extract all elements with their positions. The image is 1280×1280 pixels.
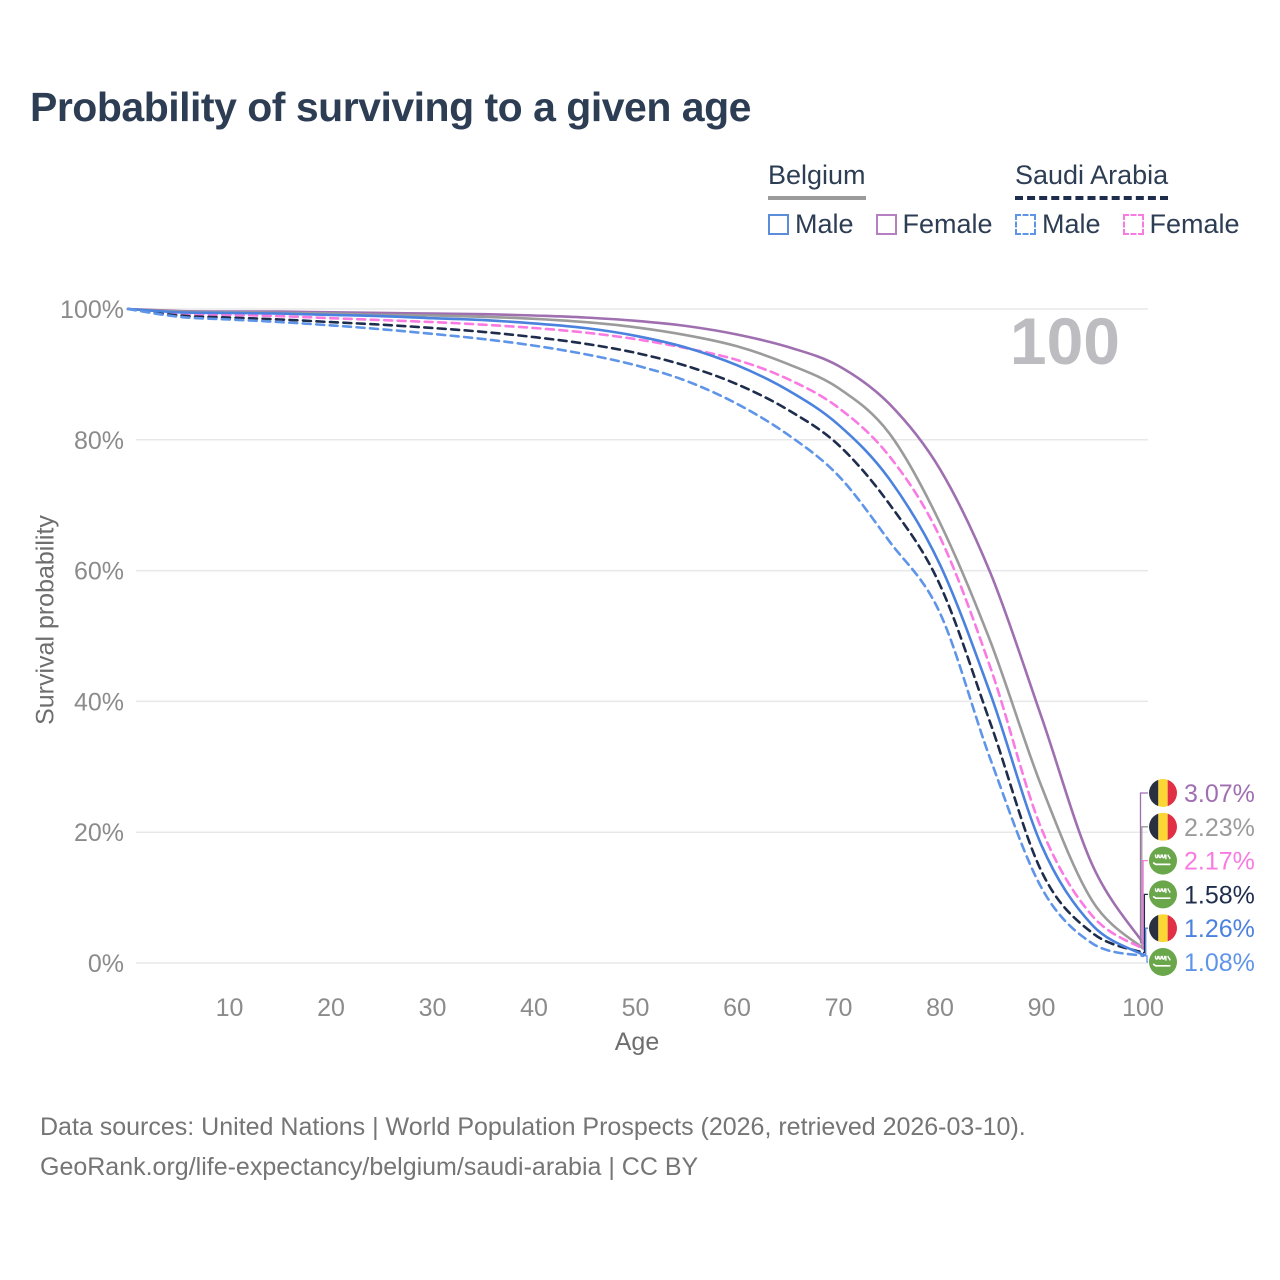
page-title: Probability of surviving to a given age [30, 84, 751, 130]
legend-group-belgium-label: Belgium [768, 160, 866, 200]
end-value-label-saudi-arabia-female: 2.17% [1184, 848, 1255, 876]
end-value-label-saudi-arabia-both-sexes: 1.58% [1184, 881, 1255, 909]
y-tick-60: 60% [74, 558, 124, 586]
x-tick-40: 40 [520, 994, 548, 1022]
footer: Data sources: United Nations | World Pop… [40, 1107, 1026, 1187]
end-connector-saudi-arabia-female [1142, 859, 1148, 950]
legend-group-saudi-arabia-label: Saudi Arabia [1015, 160, 1169, 200]
belgium-flag-icon [1149, 779, 1177, 807]
x-tick-10: 10 [216, 994, 244, 1022]
y-axis-title: Survival probability [31, 515, 60, 725]
y-tick-80: 80% [74, 427, 124, 455]
footer-attribution: GeoRank.org/life-expectancy/belgium/saud… [40, 1153, 699, 1181]
belgium-flag-icon [1149, 812, 1177, 841]
legend-item-label: Female [902, 209, 993, 239]
end-value-label-belgium-both-sexes: 2.23% [1184, 814, 1255, 842]
x-tick-50: 50 [622, 994, 650, 1022]
y-tick-0: 0% [88, 950, 124, 978]
y-tick-100: 100% [60, 296, 124, 324]
saudi-female-swatch [1122, 214, 1144, 235]
x-tick-100: 100 [1122, 994, 1164, 1022]
x-tick-70: 70 [825, 994, 853, 1022]
y-tick-20: 20% [74, 819, 124, 847]
legend-group-belgium: Belgium Male Female [768, 160, 993, 240]
legend-group-belgium-header[interactable]: Belgium [768, 160, 993, 200]
belgium-female-swatch [875, 214, 897, 235]
x-axis-title: Age [614, 1028, 660, 1056]
belgium-male-swatch [768, 214, 789, 235]
legend-row-saudi-arabia: Male Female [1015, 209, 1240, 240]
line-belgium-female[interactable] [126, 307, 1145, 945]
end-connector-saudi-arabia-male [1143, 955, 1148, 963]
line-saudi-arabia-both-sexes[interactable] [126, 307, 1145, 954]
legend-group-saudi-arabia-header[interactable]: Saudi Arabia [1015, 160, 1240, 200]
legend-item-belgium-female[interactable]: Female [875, 209, 993, 240]
line-belgium-male[interactable] [126, 307, 1145, 957]
legend-item-saudi-male[interactable]: Male [1015, 209, 1101, 240]
y-tick-40: 40% [74, 688, 124, 716]
end-connector-belgium-both-sexes [1141, 826, 1148, 950]
line-belgium-both-sexes[interactable] [126, 307, 1145, 950]
legend-item-label: Male [1042, 209, 1101, 239]
x-tick-30: 30 [419, 994, 447, 1022]
x-tick-90: 90 [1028, 994, 1056, 1022]
saudi-flag-icon [1149, 880, 1177, 909]
end-connector-saudi-arabia-both-sexes [1143, 893, 1148, 954]
end-value-label-belgium-female: 3.07% [1184, 780, 1255, 808]
end-value-label-saudi-arabia-male: 1.08% [1184, 949, 1255, 977]
line-saudi-arabia-male[interactable] [126, 307, 1145, 958]
x-tick-60: 60 [723, 994, 751, 1022]
saudi-flag-icon [1149, 846, 1177, 875]
saudi-flag-icon [1149, 948, 1177, 976]
line-saudi-arabia-female[interactable] [126, 307, 1145, 951]
x-tick-20: 20 [317, 994, 345, 1022]
age-watermark: 100 [1010, 304, 1120, 378]
x-tick-80: 80 [926, 994, 954, 1022]
legend-row-belgium: Male Female [768, 209, 993, 240]
footer-data-sources: Data sources: United Nations | World Pop… [40, 1113, 1026, 1141]
legend-item-belgium-male[interactable]: Male [768, 209, 854, 240]
saudi-male-swatch [1015, 214, 1036, 235]
end-connector-belgium-male [1143, 927, 1148, 956]
legend-item-label: Male [795, 209, 854, 239]
legend-item-saudi-female[interactable]: Female [1122, 209, 1240, 240]
legend-item-label: Female [1149, 209, 1240, 239]
belgium-flag-icon [1149, 914, 1177, 943]
legend-group-saudi-arabia: Saudi Arabia Male Female [1015, 160, 1240, 240]
end-value-label-belgium-male: 1.26% [1184, 915, 1255, 943]
